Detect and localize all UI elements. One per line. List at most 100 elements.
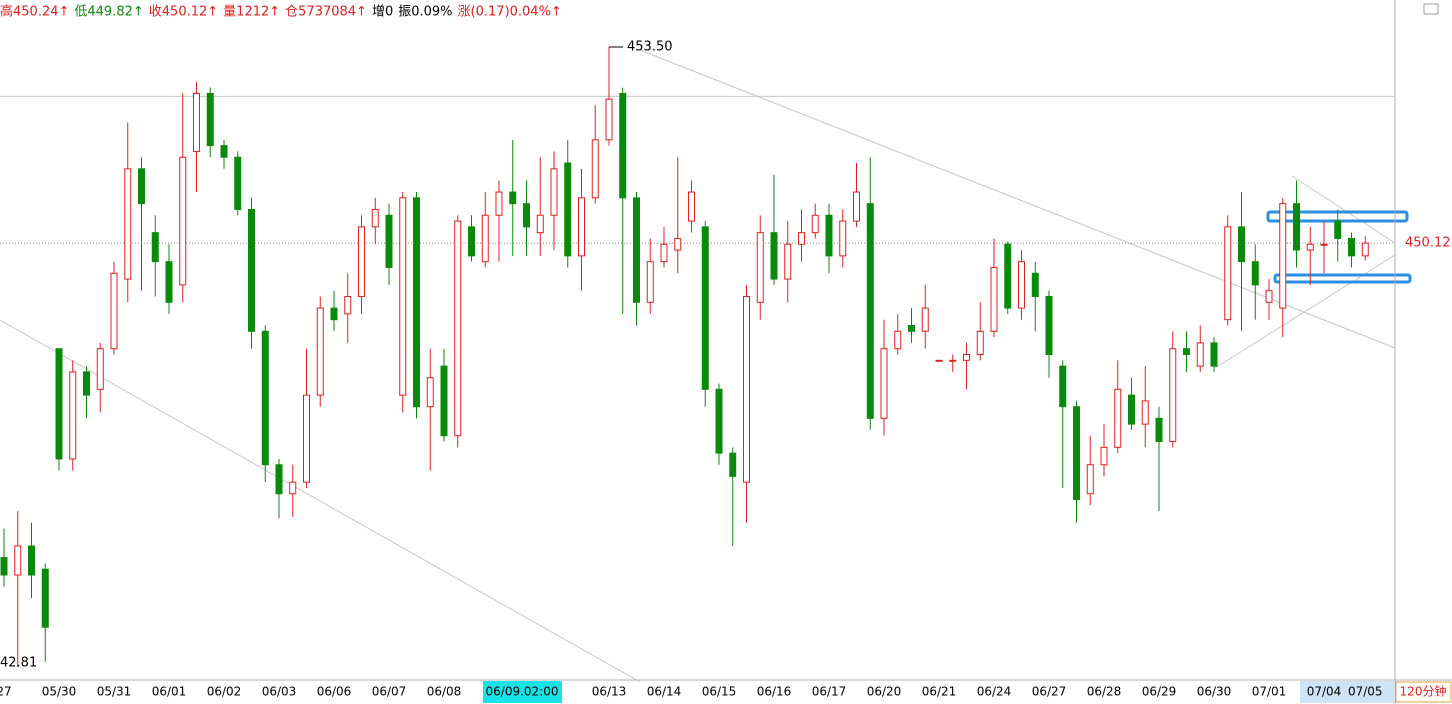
max-label: 453.50 xyxy=(627,39,673,54)
candle-body xyxy=(509,191,517,205)
x-tick-label: 06/17 xyxy=(812,685,847,699)
candle-body xyxy=(1238,226,1245,263)
candle-body xyxy=(1265,290,1273,303)
box-annotation xyxy=(1273,273,1412,284)
candle-body xyxy=(523,203,530,228)
candle-body xyxy=(894,330,902,350)
candle-body xyxy=(660,243,668,263)
candle-body xyxy=(1361,242,1369,257)
candle-body xyxy=(935,359,943,362)
period-label: 120分钟 xyxy=(1400,684,1447,699)
candle-body xyxy=(949,359,957,362)
candle-body xyxy=(1073,406,1080,501)
candle-body xyxy=(798,232,805,245)
candle-body xyxy=(358,226,365,297)
candle-body xyxy=(578,197,585,257)
candle-body xyxy=(1210,342,1218,367)
period-box xyxy=(1395,681,1452,703)
candle-body xyxy=(1196,342,1204,367)
candle-body xyxy=(811,214,819,234)
last-price-label: 450.12 xyxy=(1405,236,1451,251)
candle-body xyxy=(591,139,599,199)
candle-body xyxy=(1059,365,1067,408)
candle-body xyxy=(220,145,228,158)
min-label: 42.81 xyxy=(0,656,37,671)
candle-body xyxy=(839,220,847,257)
candle-body xyxy=(206,92,214,147)
candle-body xyxy=(633,197,640,303)
candle-body xyxy=(674,237,682,251)
header-item: 仓5737084↑ xyxy=(285,5,367,20)
candle-body xyxy=(715,388,723,454)
candle-body xyxy=(454,220,462,437)
x-tick-label: 06/03 xyxy=(262,685,297,699)
candle-body xyxy=(976,330,984,356)
candle-body xyxy=(825,214,833,257)
x-tick-label: 06/15 xyxy=(702,685,737,699)
candle-body xyxy=(69,371,77,460)
candle-body xyxy=(83,371,90,396)
candle-body xyxy=(1155,417,1163,443)
candle-body xyxy=(1004,243,1012,309)
candle-body xyxy=(1348,237,1355,257)
x-tick-label: 06/27 xyxy=(1032,685,1067,699)
candle-body xyxy=(193,92,200,152)
x-axis: 27 05/30 05/31 06/01 06/02 06/03 06/06 06/07 06/… xyxy=(0,685,1383,699)
candle-body xyxy=(619,92,627,199)
candle-body xyxy=(743,295,750,483)
x-tick-label: 06/24 xyxy=(977,685,1012,699)
candle-body xyxy=(536,214,544,234)
candle-body xyxy=(330,307,338,321)
candle-body xyxy=(165,261,173,303)
candle-body xyxy=(151,232,159,263)
x-tick-label: 06/30 xyxy=(1197,685,1232,699)
x-tick-label: 27 xyxy=(0,685,12,699)
candle-body xyxy=(756,232,764,303)
x-tick-label: 06/01 xyxy=(152,685,187,699)
candle-body xyxy=(1224,226,1232,321)
candle-body xyxy=(701,226,709,390)
candle-body xyxy=(28,545,35,576)
candle-body xyxy=(866,203,874,419)
candle-body xyxy=(1086,464,1094,495)
candle-body xyxy=(138,168,145,205)
candle-body xyxy=(0,557,8,576)
candle-body xyxy=(1183,348,1190,356)
header-item: 收450.12↑ xyxy=(149,5,218,20)
x-tick-label: 06/07 xyxy=(372,685,407,699)
candle-body xyxy=(110,272,118,350)
candle-body xyxy=(1169,348,1177,443)
x-tick-label: 05/30 xyxy=(42,685,77,699)
candle-body xyxy=(1045,295,1053,356)
candle-body xyxy=(289,481,297,495)
candle-body xyxy=(1100,446,1108,466)
candle-body xyxy=(468,226,475,257)
candle-body xyxy=(303,394,310,483)
x-tick-label: 07/04 xyxy=(1307,685,1342,699)
candle-body xyxy=(495,191,503,216)
x-tick-label: 07/01 xyxy=(1252,685,1287,699)
candle-body xyxy=(1251,261,1259,286)
x-tick-label: 05/31 xyxy=(97,685,132,699)
x-tick-label: 06/02 xyxy=(207,685,242,699)
candle-body xyxy=(1279,203,1287,309)
trend-line xyxy=(1291,175,1396,244)
candle-body xyxy=(1320,243,1328,246)
candle-body xyxy=(550,168,558,216)
x-tick-label: 06/20 xyxy=(867,685,902,699)
candle-body xyxy=(605,98,613,141)
candle-body xyxy=(275,464,283,495)
header-item: 振0.09% xyxy=(398,5,452,20)
candle-body xyxy=(399,197,407,396)
candle-body xyxy=(385,214,393,268)
candle-body xyxy=(481,214,489,263)
candle-body xyxy=(371,208,379,228)
candle-body xyxy=(41,568,49,628)
candle-body xyxy=(344,295,352,315)
x-tick-label: 06/13 xyxy=(592,685,627,699)
candle-body xyxy=(248,208,255,332)
candle-body xyxy=(1031,272,1039,297)
candle-body xyxy=(1306,243,1314,251)
x-tick-label: 06/08 xyxy=(427,685,462,699)
